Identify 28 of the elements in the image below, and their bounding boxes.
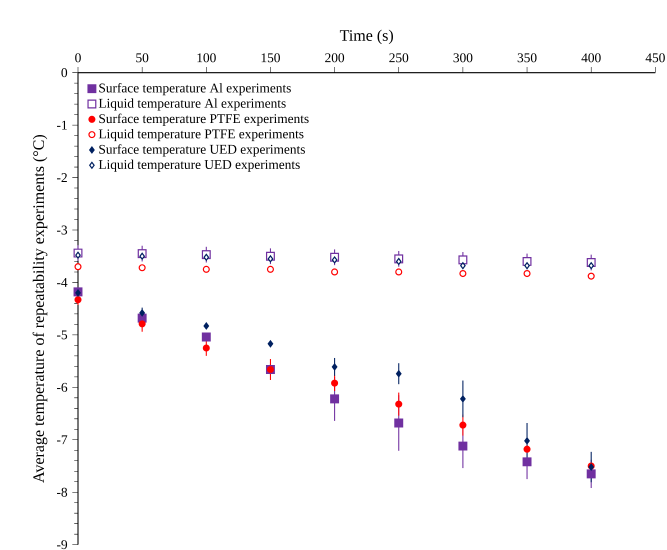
y-tick-label: -2	[56, 173, 67, 182]
y-tick-label: -6	[56, 382, 68, 392]
y-tick-label: -9	[56, 540, 68, 550]
x-tick-label: 50	[136, 53, 148, 62]
y-tick-label: -1	[56, 120, 67, 130]
y-tick-label: -4	[56, 278, 68, 287]
x-tick-label: 200	[325, 53, 344, 62]
legend-label: Surface temperature PTFE experiments	[99, 114, 309, 126]
x-tick-label: 450	[646, 53, 665, 62]
legend-label: Surface temperature UED experiments	[99, 144, 305, 156]
y-tick-label: 0	[61, 68, 68, 78]
y-axis-title: Average temperature of repeatability experiments (°C)	[32, 135, 48, 483]
legend-label: Liquid temperature PTFE experiments	[98, 129, 304, 142]
legend-label: Liquid temperature UED experiments	[98, 160, 300, 172]
x-tick-label: 400	[581, 53, 601, 62]
x-tick-label: 350	[518, 53, 537, 62]
x-tick-label: 0	[75, 53, 81, 62]
y-tick-label: -8	[56, 488, 68, 497]
y-tick-label: -5	[56, 330, 68, 340]
x-tick-label: 300	[454, 53, 472, 62]
x-tick-label: 150	[262, 53, 280, 62]
y-tick-label: -7	[56, 435, 68, 444]
x-tick-label: 100	[197, 53, 216, 62]
legend-label: Surface temperature Al experiments	[99, 82, 291, 96]
y-tick-label: -3	[56, 226, 68, 234]
x-tick-label: 250	[389, 53, 408, 62]
legend-label: Liquid temperature Al experiments	[98, 98, 286, 110]
x-axis-title: Time (s)	[340, 30, 393, 44]
